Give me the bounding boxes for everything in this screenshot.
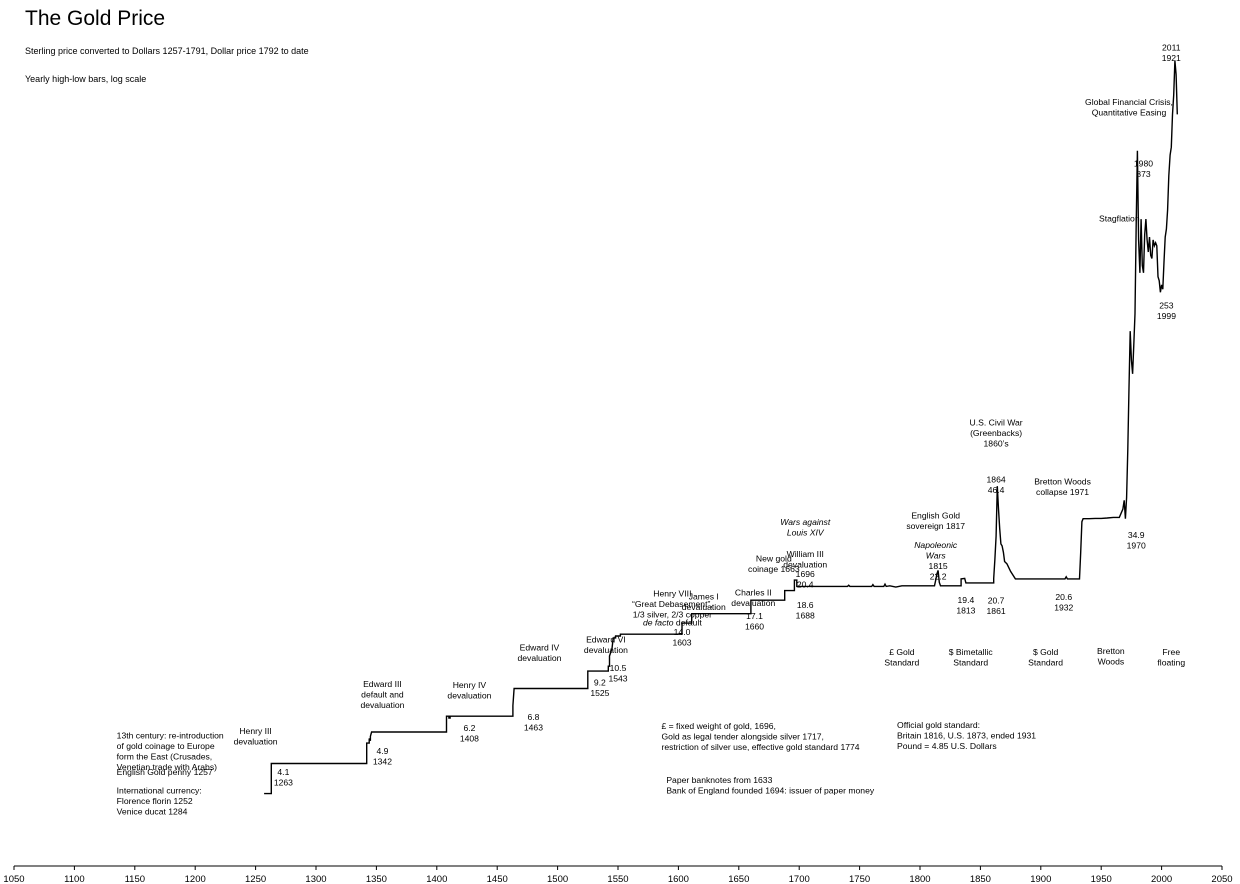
x-tick-label: 1700 [789,874,810,884]
annotation-label: Wars against Louis XIV [780,517,831,538]
annotation-label: Official gold standard: Britain 1816, U.S… [897,720,1036,751]
x-tick-label: 1150 [125,874,145,884]
annotation-label: 20.7 1861 [987,596,1006,617]
annotation-label: $ Bimetallic Standard [949,647,994,668]
annotation-label: 34.9 1970 [1127,530,1146,551]
annotation-label: Edward III default and devaluation [360,679,404,710]
annotation-label: 13th century: re-introduction of gold coi… [117,731,224,773]
x-tick-label: 1450 [487,874,508,884]
annotation-label: 4.1 1263 [274,767,293,788]
annotation-label: 6.8 1463 [524,712,543,733]
x-tick-label: 1850 [970,874,991,884]
annotation-label: Bretton Woods collapse 1971 [1034,477,1091,498]
series-layer [264,60,1178,795]
annotation-label: Henry VIII “Great Debasement”, 1/3 silver,… [632,588,713,619]
annotation-label: Napoleonic Wars [914,540,958,561]
x-tick-label: 1650 [728,874,749,884]
x-tick-label: 1950 [1091,874,1112,884]
x-tick-label: 1750 [849,874,870,884]
annotation-label: International currency: Florence florin 1… [117,786,202,817]
annotation-label: 253 1999 [1157,300,1176,321]
annotation-label: 20.6 1932 [1054,592,1073,613]
annotation-label: 6.2 1408 [460,723,479,744]
annotation-label: William III devaluation [783,549,827,570]
annotation-label: Edward VI devaluation [584,635,628,656]
annotation-label: 1980 873 [1134,159,1153,180]
x-axis: 1050 1100 1150 1200 1250 1300 1350 1400 1450 1500… [3,865,1233,884]
annotation-label: £ Gold Standard [884,647,919,668]
annotation-label: New gold coinage 1663 [748,553,800,574]
x-tick-label: 1800 [909,874,930,884]
annotation-label: 9.2 1525 [590,678,609,699]
annotation-label: $ Gold Standard [1028,647,1063,668]
annotation-label: 19.4 1813 [956,595,975,616]
chart-subtitle: Sterling price converted to Dollars 1257… [25,46,309,56]
x-tick-label: 2050 [1211,874,1232,884]
annotation-label: Bretton Woods [1097,646,1125,667]
annotation-label: £ = fixed weight of gold, 1696, Gold as l… [661,721,859,752]
annotation-label: Edward IV devaluation [517,643,561,664]
annotation-label: Stagflation [1099,213,1140,223]
x-tick-label: 1600 [668,874,689,884]
annotation-label: 14.0 1603 [672,627,691,648]
annotation-label: Henry IV devaluation [447,680,491,701]
x-tick-label: 1050 [3,874,24,884]
x-tick-label: 1200 [185,874,206,884]
x-tick-label: 1400 [426,874,447,884]
chart-title: The Gold Price [25,7,165,30]
annotation-label: 18.6 1688 [796,600,815,621]
annotation-label: Global Financial Crisis, Quantitative Eas… [1085,97,1173,118]
annotation-label: 1815 22.2 [929,561,948,582]
x-tick-label: 1300 [305,874,326,884]
x-tick-label: 1500 [547,874,568,884]
x-tick-label: 1550 [607,874,628,884]
annotation-label: 4.9 1342 [373,746,392,767]
gold-price-line [264,60,1178,795]
annotation-label: de facto default [643,618,702,628]
x-tick-label: 1350 [366,874,387,884]
annotation-label: U.S. Civil War (Greenbacks) 1860’s [970,417,1023,448]
annotation-label: 1696 20.4 [796,569,815,590]
annotation-label: 17.1 1660 [745,611,764,632]
x-tick-label: 1100 [64,874,84,884]
annotation-label: English Gold sovereign 1817 [906,510,965,531]
annotation-label: English Gold penny 1257 [117,767,213,777]
x-tick-label: 1900 [1030,874,1051,884]
annotation-label: Free floating [1157,647,1185,668]
chart-scale-note: Yearly high-low bars, log scale [25,74,146,84]
annotation-layer: 4.1 1263 Henry III devaluation 13th century:… [117,42,1186,816]
annotation-label: Henry III devaluation [234,726,278,747]
annotation-label: 1864 46.4 [987,474,1006,495]
x-tick-label: 1250 [245,874,266,884]
annotation-label: Paper banknotes from 1633 Bank of England… [666,775,875,796]
annotation-label: 2011 1921 [1162,42,1181,63]
x-tick-label: 2000 [1151,874,1172,884]
annotation-label: 10.5 1543 [608,663,627,684]
annotation-label: Charles II devaluation [731,588,775,609]
